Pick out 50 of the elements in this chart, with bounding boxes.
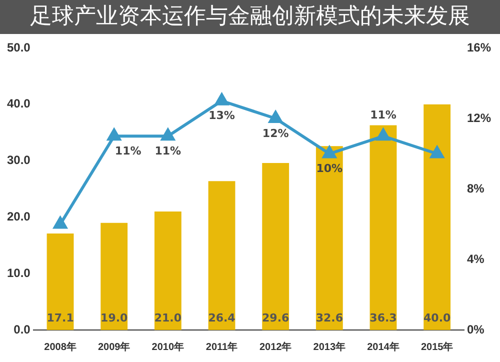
point	[430, 146, 444, 158]
data-label: 19.0	[100, 311, 128, 324]
data-label: 11%	[154, 144, 182, 158]
data-label: 12%	[262, 126, 289, 140]
data-label: 32.6	[316, 311, 344, 324]
y-tick-label: 50.0	[6, 40, 31, 54]
data-label: 21.0	[154, 311, 182, 324]
data-label: 26.4	[208, 311, 236, 324]
y2-tick-label: 16%	[466, 40, 492, 54]
y-tick-label: 30.0	[6, 153, 31, 168]
data-label: 40.0	[424, 311, 451, 324]
y-tick-label: 10.0	[6, 266, 31, 280]
bar	[46, 234, 74, 330]
y-tick-label: 0.0	[14, 322, 31, 336]
y-tick-label: 40.0	[6, 96, 31, 111]
data-label: 11%	[114, 144, 142, 158]
x-tick-label: 2014年	[367, 340, 400, 353]
data-label: 17.1	[46, 311, 74, 324]
bar	[154, 212, 182, 330]
x-tick-label: 2012年	[259, 340, 292, 353]
bar	[262, 163, 290, 330]
point	[322, 146, 336, 158]
bar	[100, 222, 128, 330]
x-tick-label: 2010年	[152, 340, 184, 353]
data-label: 36.3	[370, 311, 397, 324]
x-tick-label: 2011年	[206, 340, 238, 353]
bar	[316, 146, 343, 330]
point	[161, 128, 175, 141]
y2-tick-label: 8%	[466, 181, 485, 196]
point	[376, 128, 390, 141]
x-tick-label: 2008年	[44, 340, 76, 353]
y-tick-label: 20.0	[6, 210, 31, 224]
point	[268, 111, 282, 123]
x-tick-label: 2015年	[420, 340, 454, 353]
chart-title: 足球产业资本运作与金融创新模式的未来发展	[0, 0, 500, 34]
y2-tick-label: 0%	[466, 322, 485, 336]
point	[107, 128, 121, 141]
data-label: 13%	[208, 109, 235, 122]
data-label: 10%	[316, 162, 343, 176]
x-tick-label: 2013年	[313, 340, 346, 353]
point	[54, 216, 67, 229]
point	[215, 93, 228, 106]
x-tick-label: 2009年	[98, 340, 130, 353]
bar	[208, 181, 236, 330]
bar	[424, 104, 451, 330]
bar	[370, 125, 397, 330]
data-label: 11%	[370, 108, 396, 122]
data-label: 29.6	[262, 311, 290, 324]
y2-tick-label: 4%	[466, 252, 485, 266]
y2-tick-label: 12%	[466, 110, 492, 125]
